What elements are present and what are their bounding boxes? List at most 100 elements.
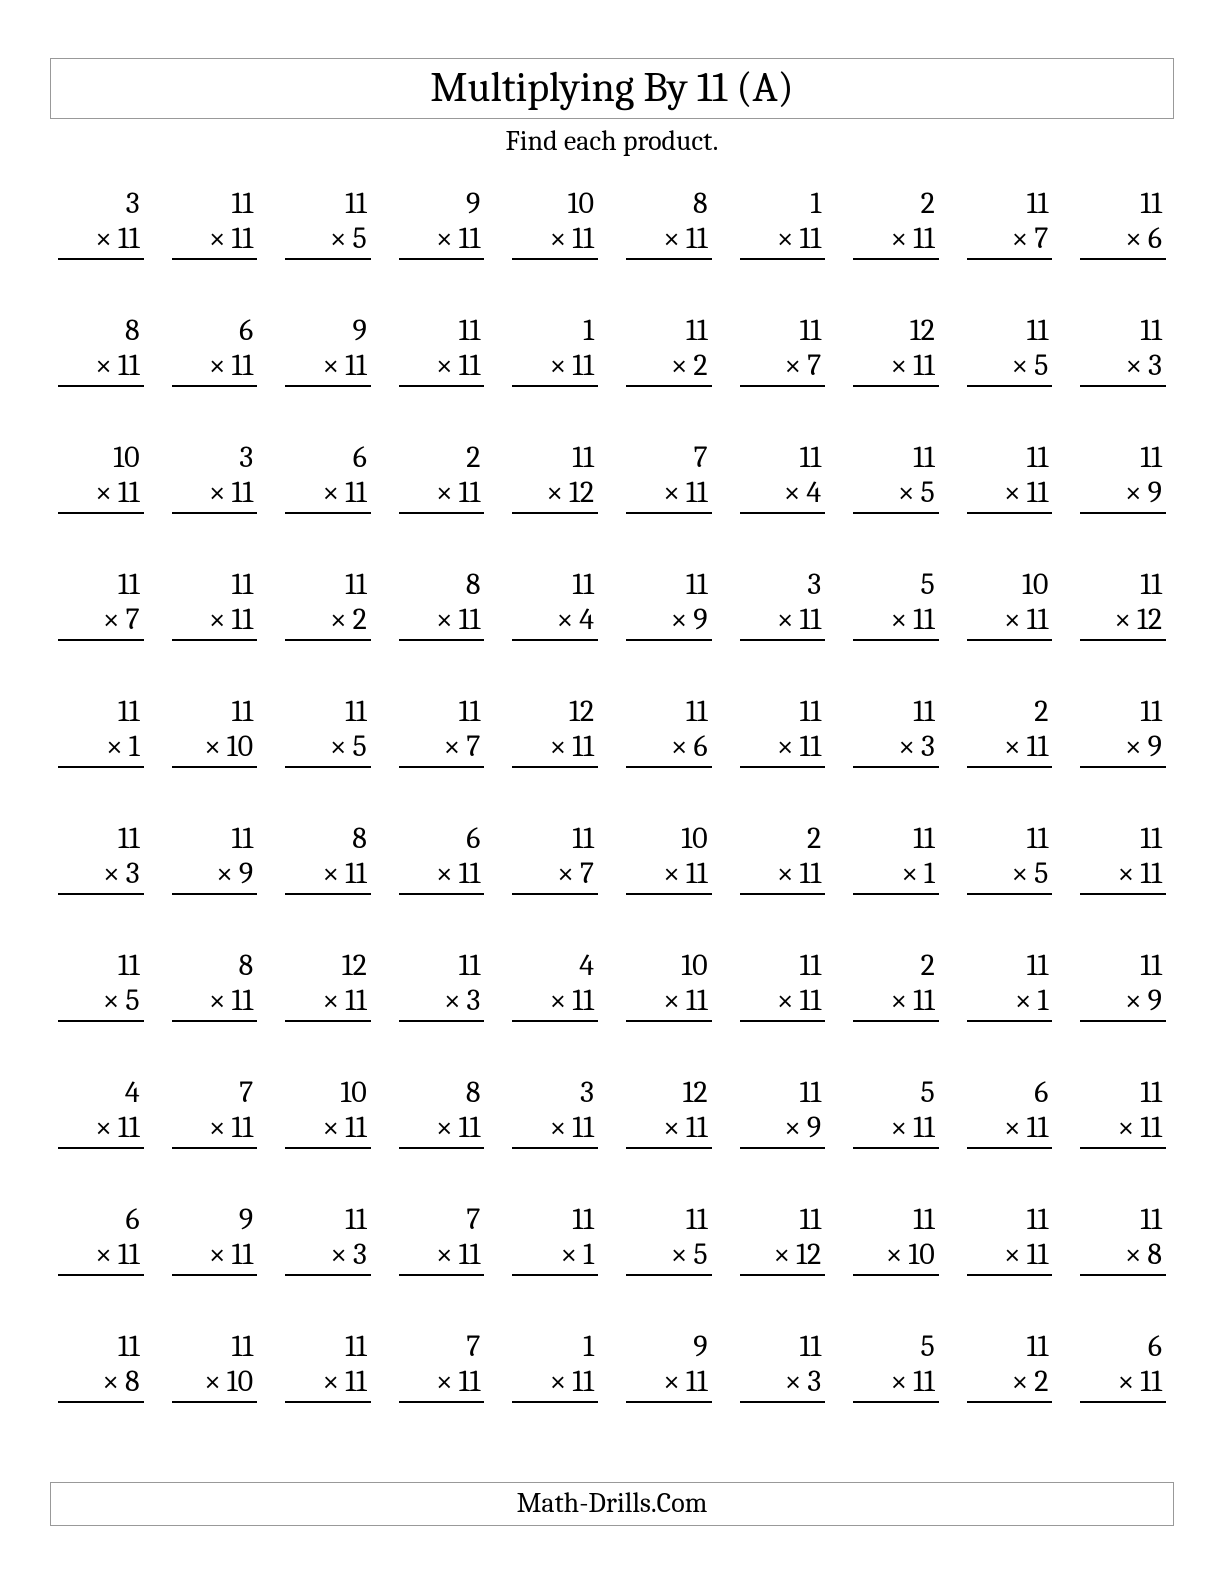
multiplier: × 11 xyxy=(967,1238,1053,1277)
multiplier: × 2 xyxy=(285,603,371,642)
multiplication-problem: 7× 11 xyxy=(399,1203,485,1276)
multiplication-problem: 11× 9 xyxy=(1080,695,1166,768)
multiplicand: 11 xyxy=(285,695,371,730)
multiplicand: 9 xyxy=(172,1203,258,1238)
multiplication-problem: 1× 11 xyxy=(512,1330,598,1403)
multiplication-problem: 5× 11 xyxy=(853,1330,939,1403)
multiplicand: 10 xyxy=(967,568,1053,603)
multiplicand: 8 xyxy=(399,568,485,603)
multiplication-problem: 11× 4 xyxy=(740,441,826,514)
multiplier: × 11 xyxy=(172,603,258,642)
multiplication-problem: 3× 11 xyxy=(58,187,144,260)
multiplier: × 12 xyxy=(740,1238,826,1277)
multiplier: × 9 xyxy=(1080,476,1166,515)
multiplicand: 6 xyxy=(1080,1330,1166,1365)
multiplication-problem: 10× 11 xyxy=(512,187,598,260)
multiplier: × 11 xyxy=(172,222,258,261)
multiplicand: 3 xyxy=(740,568,826,603)
multiplier: × 7 xyxy=(740,349,826,388)
multiplier: × 11 xyxy=(58,476,144,515)
multiplication-problem: 8× 11 xyxy=(285,822,371,895)
multiplier: × 7 xyxy=(512,857,598,896)
multiplicand: 11 xyxy=(626,568,712,603)
multiplier: × 11 xyxy=(399,603,485,642)
multiplier: × 10 xyxy=(172,730,258,769)
multiplicand: 8 xyxy=(399,1076,485,1111)
multiplier: × 7 xyxy=(967,222,1053,261)
multiplication-problem: 11× 2 xyxy=(967,1330,1053,1403)
multiplication-problem: 11× 7 xyxy=(512,822,598,895)
multiplier: × 11 xyxy=(399,1365,485,1404)
multiplication-problem: 6× 11 xyxy=(967,1076,1053,1149)
multiplication-problem: 8× 11 xyxy=(626,187,712,260)
multiplication-problem: 11× 12 xyxy=(512,441,598,514)
multiplier: × 12 xyxy=(1080,603,1166,642)
multiplier: × 11 xyxy=(399,1238,485,1277)
multiplicand: 1 xyxy=(740,187,826,222)
multiplier: × 9 xyxy=(172,857,258,896)
multiplication-problem: 11× 3 xyxy=(399,949,485,1022)
multiplier: × 11 xyxy=(740,857,826,896)
multiplier: × 9 xyxy=(1080,984,1166,1023)
multiplication-problem: 11× 3 xyxy=(853,695,939,768)
multiplication-problem: 11× 12 xyxy=(740,1203,826,1276)
multiplication-problem: 9× 11 xyxy=(399,187,485,260)
multiplier: × 11 xyxy=(967,730,1053,769)
multiplier: × 11 xyxy=(853,984,939,1023)
multiplication-problem: 9× 11 xyxy=(172,1203,258,1276)
multiplier: × 11 xyxy=(853,349,939,388)
multiplicand: 6 xyxy=(172,314,258,349)
multiplicand: 12 xyxy=(853,314,939,349)
multiplier: × 9 xyxy=(1080,730,1166,769)
multiplicand: 11 xyxy=(853,441,939,476)
multiplication-problem: 8× 11 xyxy=(399,568,485,641)
multiplicand: 11 xyxy=(967,1330,1053,1365)
multiplication-problem: 2× 11 xyxy=(399,441,485,514)
multiplication-problem: 11× 7 xyxy=(399,695,485,768)
multiplication-problem: 2× 11 xyxy=(967,695,1053,768)
multiplicand: 11 xyxy=(172,568,258,603)
multiplier: × 11 xyxy=(172,349,258,388)
multiplication-problem: 5× 11 xyxy=(853,568,939,641)
multiplier: × 11 xyxy=(740,730,826,769)
multiplier: × 11 xyxy=(172,1238,258,1277)
multiplier: × 11 xyxy=(399,349,485,388)
multiplicand: 6 xyxy=(58,1203,144,1238)
multiplier: × 11 xyxy=(626,984,712,1023)
multiplication-problem: 11× 11 xyxy=(399,314,485,387)
multiplication-problem: 11× 10 xyxy=(172,695,258,768)
multiplier: × 11 xyxy=(512,730,598,769)
multiplication-problem: 4× 11 xyxy=(58,1076,144,1149)
multiplication-problem: 11× 9 xyxy=(740,1076,826,1149)
multiplicand: 11 xyxy=(1080,568,1166,603)
multiplier: × 11 xyxy=(399,857,485,896)
multiplication-problem: 7× 11 xyxy=(399,1330,485,1403)
multiplication-problem: 11× 9 xyxy=(1080,949,1166,1022)
multiplicand: 11 xyxy=(172,822,258,857)
multiplication-problem: 11× 5 xyxy=(967,314,1053,387)
multiplication-problem: 9× 11 xyxy=(626,1330,712,1403)
multiplicand: 11 xyxy=(853,822,939,857)
multiplicand: 11 xyxy=(1080,314,1166,349)
multiplication-problem: 10× 11 xyxy=(58,441,144,514)
multiplier: × 5 xyxy=(285,222,371,261)
multiplicand: 11 xyxy=(399,314,485,349)
multiplicand: 11 xyxy=(967,187,1053,222)
multiplier: × 11 xyxy=(1080,1111,1166,1150)
multiplication-problem: 11× 5 xyxy=(58,949,144,1022)
multiplication-problem: 11× 1 xyxy=(512,1203,598,1276)
page-footer: Math-Drills.Com xyxy=(50,1482,1174,1526)
multiplication-problem: 2× 11 xyxy=(740,822,826,895)
multiplier: × 11 xyxy=(399,1111,485,1150)
multiplicand: 3 xyxy=(512,1076,598,1111)
multiplication-problem: 2× 11 xyxy=(853,187,939,260)
multiplicand: 11 xyxy=(172,187,258,222)
multiplicand: 11 xyxy=(740,695,826,730)
multiplication-problem: 6× 11 xyxy=(399,822,485,895)
multiplication-problem: 6× 11 xyxy=(172,314,258,387)
multiplier: × 11 xyxy=(58,349,144,388)
multiplicand: 7 xyxy=(626,441,712,476)
multiplier: × 11 xyxy=(399,476,485,515)
multiplicand: 7 xyxy=(172,1076,258,1111)
multiplicand: 11 xyxy=(853,695,939,730)
